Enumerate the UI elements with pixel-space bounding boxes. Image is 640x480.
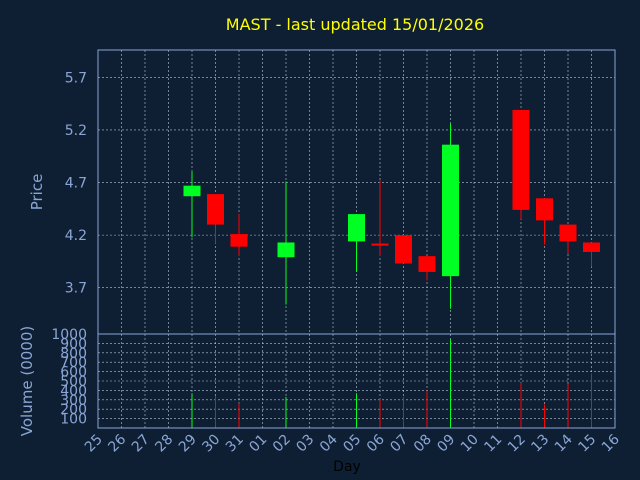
candle-body <box>395 235 412 264</box>
volume-tick-label: 400 <box>60 383 87 399</box>
price-tick-label: 4.7 <box>65 176 87 192</box>
candle-body <box>512 109 530 210</box>
price-tick-label: 5.2 <box>65 123 87 139</box>
candle-body <box>371 243 389 246</box>
candle-body <box>230 234 248 247</box>
volume-bars <box>191 339 592 428</box>
x-axis-label: Day <box>333 459 361 475</box>
volume-tick-label: 300 <box>60 393 87 409</box>
volume-tick-label: 1000 <box>51 327 87 343</box>
candle-body <box>418 256 436 272</box>
price-axis-label: Price <box>28 174 46 211</box>
volume-tick-label: 700 <box>60 355 87 371</box>
candle-body <box>559 224 577 242</box>
price-tick-label: 3.7 <box>65 281 87 297</box>
volume-tick-label: 500 <box>60 374 87 390</box>
candle-body <box>536 198 553 221</box>
candle-body <box>348 214 365 242</box>
candlesticks <box>183 109 600 309</box>
volume-tick-label: 200 <box>60 402 87 418</box>
x-tick-labels: 25 26 27 28 29 30 31 01 02 03 04 05 06 07 08 09 10 11 12 13… <box>82 431 623 455</box>
volume-tick-label: 800 <box>60 346 87 362</box>
candle-body <box>207 194 224 225</box>
volume-tick-label: 600 <box>60 365 87 381</box>
candle-body <box>183 185 201 197</box>
candle-body <box>442 144 459 277</box>
chart-title: MAST - last updated 15/01/2026 <box>226 15 484 34</box>
volume-panel-frame <box>97 333 616 429</box>
volume-tick-label: 900 <box>60 336 87 352</box>
candle-body <box>277 242 295 258</box>
volume-tick-label: 100 <box>60 412 87 428</box>
price-tick-label: 5.7 <box>65 70 87 86</box>
candle-body <box>583 242 600 252</box>
price-tick-label: 4.2 <box>65 228 87 244</box>
volume-axis-label: Volume (0000) <box>18 326 36 436</box>
price-tick-labels: 3.7 4.2 4.7 5.2 5.7 <box>65 70 87 296</box>
